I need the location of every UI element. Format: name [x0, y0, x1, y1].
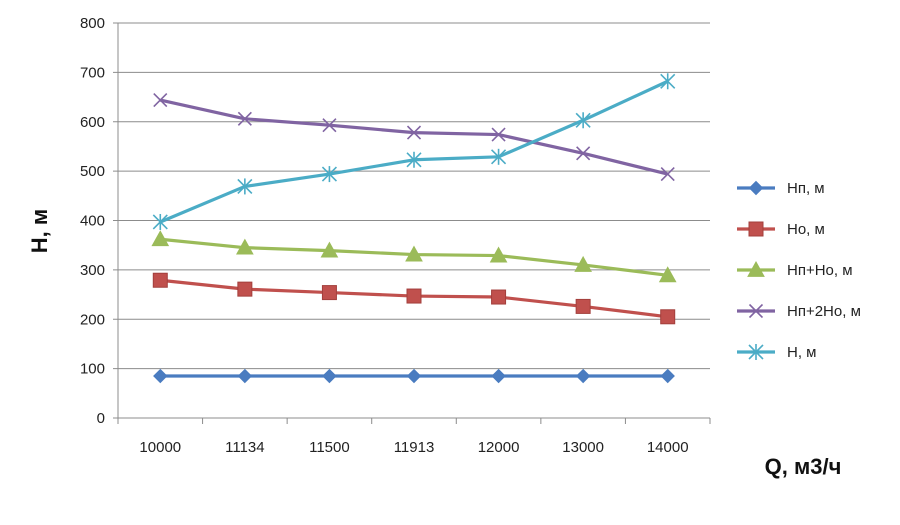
- legend-label: Нп+2Но, м: [787, 303, 861, 320]
- data-point: [237, 368, 253, 384]
- legend-item: Н, м: [737, 344, 816, 361]
- data-point: [491, 289, 507, 305]
- data-point: [660, 368, 675, 384]
- legend-marker: [747, 260, 765, 277]
- x-stroke: [406, 125, 422, 140]
- legend-item: Нп+2Но, м: [737, 303, 861, 320]
- y-tick-label: 300: [80, 262, 105, 279]
- data-point: [491, 368, 506, 384]
- data-point: [237, 281, 253, 297]
- data-point: [575, 298, 591, 314]
- data-point: [152, 213, 168, 230]
- data-point: [322, 118, 337, 133]
- data-point: [236, 238, 254, 255]
- y-tick-label: 400: [80, 213, 105, 230]
- data-point: [491, 127, 506, 142]
- x-tick-label: 10000: [139, 439, 181, 456]
- series-markers: [151, 73, 677, 384]
- y-tick-label: 0: [97, 410, 105, 427]
- gridlines: [118, 22, 710, 370]
- y-axis-title: Н, м: [27, 209, 52, 253]
- data-point: [237, 111, 252, 126]
- x-tick-label: 11134: [225, 439, 265, 456]
- x-tick-label: 14000: [647, 439, 689, 456]
- data-point: [575, 368, 591, 384]
- legend-item: Но, м: [737, 221, 825, 238]
- data-point: [321, 166, 337, 183]
- data-point: [322, 368, 337, 384]
- x-stroke: [491, 127, 506, 142]
- series-lines: [159, 79, 669, 378]
- legend: Нп, м Но, м Нп+Но, м Нп+2Но, м Н, м: [737, 180, 861, 361]
- series-line: [159, 79, 669, 224]
- data-point: [576, 146, 591, 161]
- x-stroke: [237, 111, 252, 126]
- data-point: [660, 309, 676, 325]
- data-point: [660, 73, 676, 90]
- y-tick-label: 500: [80, 163, 105, 180]
- x-stroke: [322, 118, 337, 133]
- axes: 0 100 200 300 400 500 600 700 800 10000 11134 11500…: [80, 15, 711, 456]
- legend-item: Нп+Но, м: [737, 260, 853, 279]
- y-tick-label: 700: [80, 64, 105, 81]
- legend-label: Н, м: [787, 344, 816, 361]
- y-tick-label: 800: [80, 15, 105, 32]
- y-tick-label: 200: [80, 311, 105, 328]
- legend-marker: [748, 221, 764, 237]
- x-tick-label: 11913: [394, 439, 435, 456]
- x-stroke: [748, 303, 764, 319]
- legend-marker: [748, 180, 764, 196]
- data-point: [153, 92, 168, 108]
- legend-label: Нп, м: [787, 180, 825, 197]
- data-point: [320, 241, 339, 258]
- legend-label: Нп+Но, м: [787, 262, 853, 279]
- y-tick-label: 600: [80, 114, 105, 131]
- data-point: [406, 151, 422, 168]
- data-point: [152, 272, 168, 288]
- data-point: [658, 266, 677, 283]
- legend-label: Но, м: [787, 221, 825, 238]
- data-point: [406, 125, 422, 140]
- x-stroke: [153, 92, 168, 108]
- y-tick-label: 100: [80, 361, 105, 378]
- data-point: [406, 288, 422, 304]
- data-point: [489, 246, 508, 263]
- x-tick-label: 13000: [562, 439, 604, 456]
- data-point: [405, 245, 423, 262]
- data-point: [660, 167, 675, 182]
- data-point: [575, 112, 591, 129]
- data-point: [491, 148, 507, 165]
- data-point: [153, 368, 168, 384]
- x-tick-label: 11500: [309, 439, 350, 456]
- x-axis-title: Q, м3/ч: [765, 454, 842, 479]
- data-point: [151, 230, 170, 247]
- x-stroke: [660, 167, 675, 182]
- data-point: [237, 178, 253, 195]
- x-tick-label: 12000: [478, 439, 520, 456]
- x-stroke: [576, 146, 591, 161]
- data-point: [406, 368, 422, 384]
- legend-marker: [748, 303, 764, 319]
- data-point: [321, 285, 337, 301]
- legend-marker: [748, 344, 764, 360]
- legend-item: Нп, м: [737, 180, 825, 197]
- data-point: [574, 255, 592, 272]
